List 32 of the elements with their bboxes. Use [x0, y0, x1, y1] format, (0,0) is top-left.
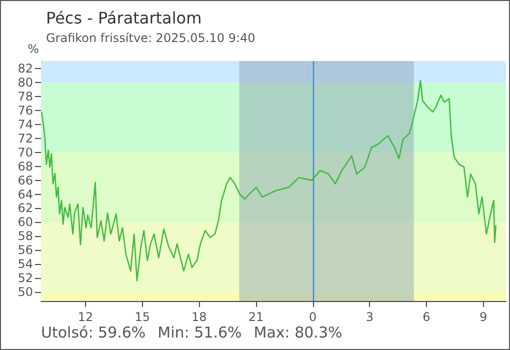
- x-tick-label: 3: [366, 310, 374, 324]
- x-tick-label: 15: [134, 310, 150, 324]
- y-tick-label: 66: [18, 173, 33, 188]
- y-tick-label: 70: [18, 145, 33, 160]
- line-series: [40, 80, 497, 282]
- chart-title: Pécs - Páratartalom: [46, 8, 202, 28]
- text: Max: 80.3%: [254, 324, 342, 342]
- x-tick-label: 6: [422, 310, 430, 324]
- x-tick-label: 18: [192, 310, 207, 324]
- y-tick-label: 72: [18, 131, 33, 146]
- y-tick-label: 56: [18, 243, 33, 258]
- y-tick-label: 68: [18, 159, 33, 174]
- chart-subtitle: Grafikon frissítve: 2025.05.10 9:40: [46, 31, 256, 45]
- y-tick-label: 60: [18, 215, 33, 230]
- text: Utolsó: 59.6%: [41, 324, 146, 342]
- y-tick-label: 76: [18, 104, 33, 118]
- x-tick-label: 9: [479, 310, 488, 324]
- y-tick-label: 64: [18, 187, 33, 202]
- x-tick-label: 21: [248, 310, 264, 324]
- y-tick-label: 82: [18, 62, 33, 76]
- y-tick-label: 50: [18, 284, 33, 299]
- y-tick-label: 58: [18, 229, 33, 244]
- x-tick-label: 0: [308, 310, 317, 324]
- x-tick-label: 12: [78, 310, 94, 324]
- y-tick-label: 54: [18, 257, 33, 272]
- y-tick-label: 78: [18, 90, 33, 104]
- y-axis-title: %: [28, 42, 39, 56]
- y-tick-label: 62: [18, 201, 33, 216]
- y-tick-label: 74: [18, 117, 33, 132]
- y-tick-label: 52: [18, 270, 33, 285]
- y-tick-label: 80: [18, 76, 33, 90]
- text: Min: 51.6%: [158, 324, 242, 342]
